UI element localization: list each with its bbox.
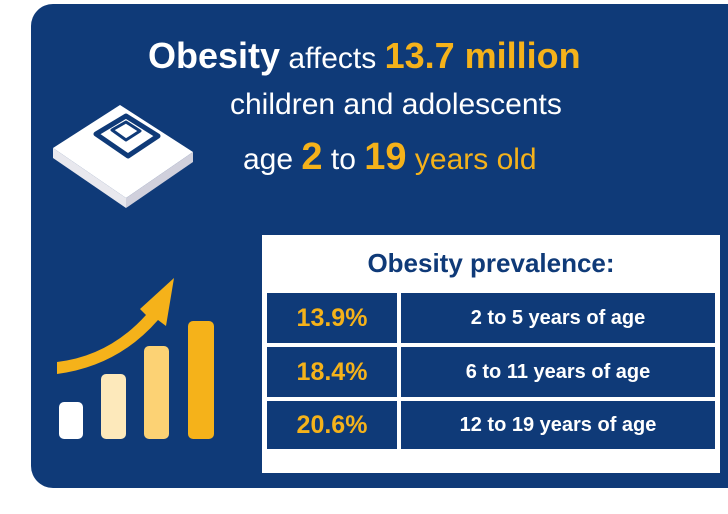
age-from: 2 bbox=[301, 136, 323, 178]
affects-word: affects bbox=[288, 42, 377, 75]
prevalence-table: Obesity prevalence: 13.9% 2 to 5 years o… bbox=[262, 235, 720, 473]
table-row: 20.6% 12 to 19 years of age bbox=[267, 401, 715, 449]
headline-line-1: Obesity affects 13.7 million bbox=[148, 38, 581, 74]
table-row: 13.9% 2 to 5 years of age bbox=[267, 293, 715, 343]
headline-line-2: children and adolescents bbox=[230, 88, 562, 121]
headline-line-3: age 2 to 19 years old bbox=[243, 138, 537, 176]
prevalence-percent: 13.9% bbox=[267, 293, 397, 343]
to-word: to bbox=[330, 143, 356, 176]
prevalence-age: 2 to 5 years of age bbox=[401, 293, 715, 343]
prevalence-age: 12 to 19 years of age bbox=[401, 401, 715, 449]
growth-bars-arrow-icon bbox=[57, 278, 214, 439]
prevalence-title: Obesity prevalence: bbox=[367, 247, 615, 278]
table-row: 18.4% 6 to 11 years of age bbox=[267, 347, 715, 397]
obesity-word: Obesity bbox=[148, 35, 281, 76]
prevalence-percent: 20.6% bbox=[267, 401, 397, 449]
years-old: years old bbox=[414, 143, 537, 176]
age-to: 19 bbox=[364, 136, 407, 178]
age-word: age bbox=[243, 143, 294, 176]
prevalence-age: 6 to 11 years of age bbox=[401, 347, 715, 397]
bathroom-scale-icon bbox=[53, 105, 193, 208]
prevalence-percent: 18.4% bbox=[267, 347, 397, 397]
affected-count: 13.7 million bbox=[384, 35, 581, 76]
